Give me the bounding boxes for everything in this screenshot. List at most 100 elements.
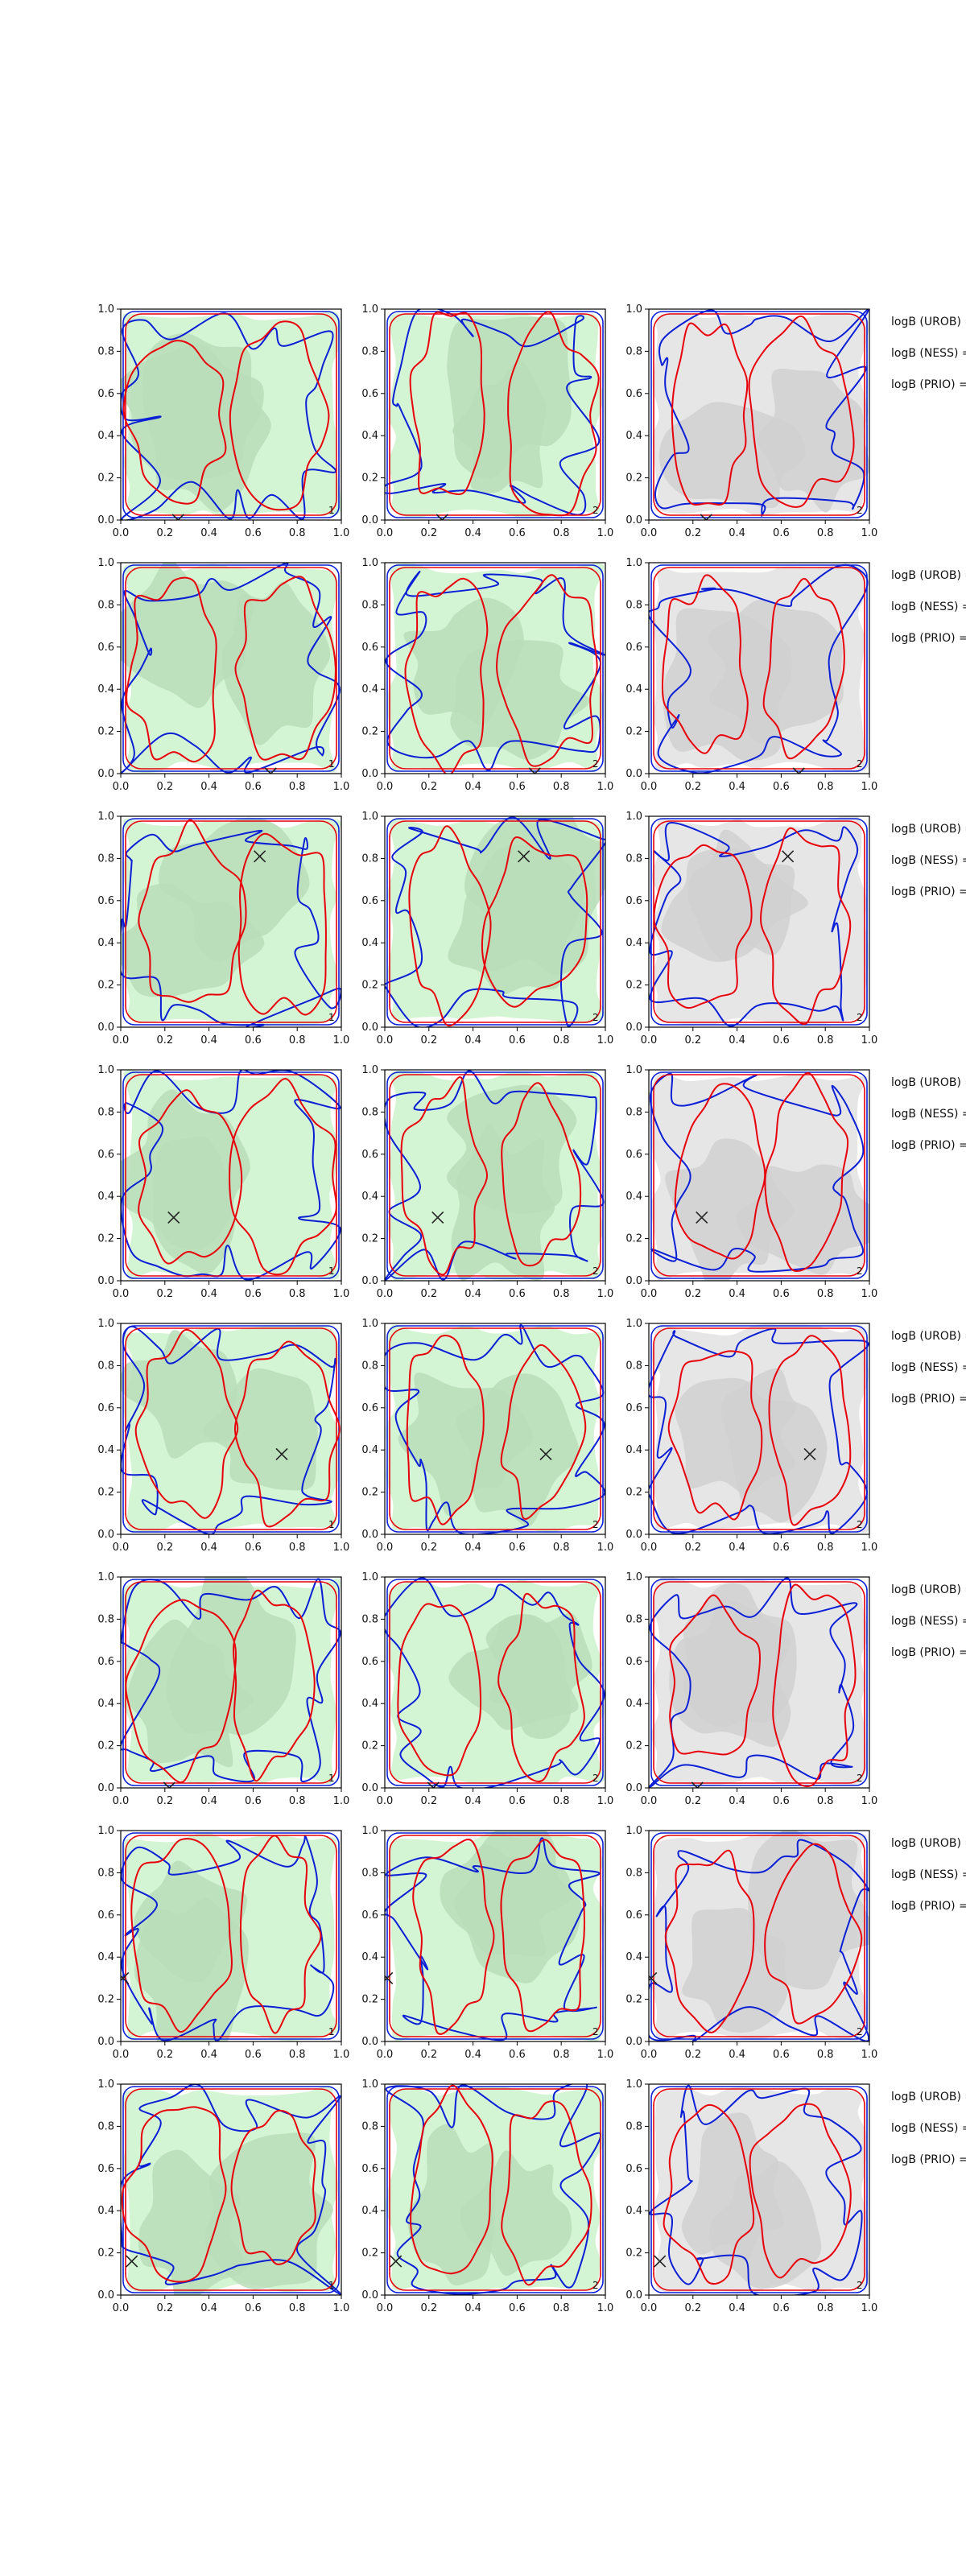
x-tick-label: 1.0 xyxy=(861,1542,878,1554)
contour-red xyxy=(507,311,600,517)
contour-red xyxy=(234,576,336,761)
x-tick-label: 0.2 xyxy=(156,1034,173,1046)
contour-red-outer xyxy=(389,820,601,1023)
corner-label: 2 xyxy=(857,758,863,770)
contour-blue xyxy=(121,829,341,1027)
y-tick-label: 0.6 xyxy=(97,2163,114,2175)
contour-blue xyxy=(385,1577,605,1788)
y-tick-label: 0.2 xyxy=(361,473,378,485)
contour-red xyxy=(768,1335,852,1526)
marker-x xyxy=(390,2255,402,2268)
contour-blue xyxy=(385,816,605,1027)
contour-blue xyxy=(385,309,601,516)
x-tick-label: 0.0 xyxy=(377,1795,394,1807)
marker-x xyxy=(691,1781,704,1788)
density-region-mid xyxy=(152,1136,236,1274)
y-tick-label: 0.4 xyxy=(97,1191,114,1203)
x-tick-label: 0.8 xyxy=(817,1795,834,1807)
contour-red-outer xyxy=(389,567,601,770)
density-region-mid xyxy=(687,829,795,962)
density-region-mid xyxy=(398,1373,533,1517)
x-tick-label: 0.6 xyxy=(245,2049,262,2061)
x-tick-label: 0.6 xyxy=(509,1542,526,1554)
y-tick-label: 0.2 xyxy=(625,980,642,992)
x-tick-label: 1.0 xyxy=(333,1795,350,1807)
contour-red-outer xyxy=(389,1074,601,1277)
x-tick-label: 0.4 xyxy=(200,1795,217,1807)
contour-red xyxy=(138,1089,243,1265)
x-tick-label: 0.0 xyxy=(113,1795,130,1807)
y-tick-label: 0.0 xyxy=(97,2036,114,2048)
y-tick-label: 0.6 xyxy=(97,895,114,907)
contour-red xyxy=(772,1583,857,1787)
subplot: 1 0.0 0.2 0.4 0.6 0.8 1.0 0.0 0.2 0.4 0.6 0.8 1.0 xyxy=(97,557,349,793)
contour-blue-outer xyxy=(386,1832,604,2040)
x-tick-label: 0.8 xyxy=(289,1288,306,1300)
y-tick-label: 0.8 xyxy=(361,1613,378,1625)
x-tick-label: 0.4 xyxy=(464,2049,481,2061)
y-tick-label: 0.8 xyxy=(361,345,378,357)
contour-red xyxy=(412,1839,495,2035)
y-tick-label: 0.2 xyxy=(625,726,642,738)
marker-x xyxy=(431,1211,444,1224)
x-tick-label: 0.2 xyxy=(420,2049,437,2061)
x-tick-label: 0.8 xyxy=(553,1034,570,1046)
x-tick-label: 0.2 xyxy=(684,1795,701,1807)
y-tick-label: 0.2 xyxy=(361,1487,378,1499)
x-tick-label: 0.0 xyxy=(641,2049,658,2061)
y-tick-label: 0.8 xyxy=(361,2120,378,2132)
x-tick-label: 0.4 xyxy=(729,1542,745,1554)
y-tick-label: 1.0 xyxy=(625,2079,642,2091)
x-tick-label: 0.0 xyxy=(377,1288,394,1300)
x-tick-label: 0.0 xyxy=(641,527,658,539)
marker-x xyxy=(700,514,712,520)
subplot: 2 0.0 0.2 0.4 0.6 0.8 1.0 0.0 0.2 0.4 0.6 0.8 1.0 xyxy=(625,303,877,539)
y-tick-label: 0.6 xyxy=(361,2163,378,2175)
y-tick-label: 0.8 xyxy=(625,1867,642,1879)
x-tick-label: 0.8 xyxy=(817,527,834,539)
y-tick-label: 0.4 xyxy=(361,2205,378,2217)
contour-red-outer xyxy=(389,1581,601,1784)
side-label: logB (PRIO) = xyxy=(891,1139,966,1152)
contour-red xyxy=(667,1350,763,1521)
x-tick-label: 1.0 xyxy=(861,1288,878,1300)
y-tick-label: 0.8 xyxy=(97,345,114,357)
y-tick-label: 0.6 xyxy=(625,2163,642,2175)
y-tick-label: 0.0 xyxy=(625,514,642,526)
side-label: logB (NESS) = xyxy=(891,854,966,867)
y-tick-label: 0.4 xyxy=(97,1698,114,1710)
density-region-mid xyxy=(757,369,869,513)
marker-x xyxy=(792,767,805,774)
marker-x xyxy=(126,2255,138,2268)
y-tick-label: 0.0 xyxy=(625,2036,642,2048)
corner-label: 2 xyxy=(592,1012,599,1023)
y-tick-label: 0.0 xyxy=(625,1782,642,1794)
x-tick-label: 1.0 xyxy=(597,1288,614,1300)
contour-blue xyxy=(385,1837,601,2041)
x-tick-label: 0.2 xyxy=(156,1795,173,1807)
contour-red xyxy=(501,2100,592,2286)
x-tick-label: 0.4 xyxy=(464,1542,481,1554)
x-tick-label: 0.8 xyxy=(817,1542,834,1554)
contour-blue xyxy=(649,1839,869,2041)
y-tick-label: 0.4 xyxy=(97,937,114,949)
y-tick-label: 0.0 xyxy=(361,1275,378,1287)
axes-frame xyxy=(120,562,342,774)
corner-label: 1 xyxy=(328,505,335,516)
y-tick-label: 0.8 xyxy=(361,1867,378,1879)
y-tick-label: 0.0 xyxy=(361,768,378,780)
x-tick-label: 0.6 xyxy=(509,527,526,539)
marker-x xyxy=(171,514,184,520)
x-tick-label: 0.0 xyxy=(641,781,658,793)
x-tick-label: 0.6 xyxy=(245,781,262,793)
contour-red-outer xyxy=(125,1327,337,1530)
y-tick-label: 1.0 xyxy=(97,1064,114,1076)
x-tick-label: 0.0 xyxy=(113,527,130,539)
x-tick-label: 0.6 xyxy=(245,1288,262,1300)
contour-red xyxy=(764,1843,863,2025)
y-tick-label: 0.2 xyxy=(361,1740,378,1752)
x-tick-label: 0.4 xyxy=(464,527,481,539)
marker-x xyxy=(385,1971,394,1984)
contour-red xyxy=(760,827,852,1026)
x-tick-label: 1.0 xyxy=(861,1795,878,1807)
